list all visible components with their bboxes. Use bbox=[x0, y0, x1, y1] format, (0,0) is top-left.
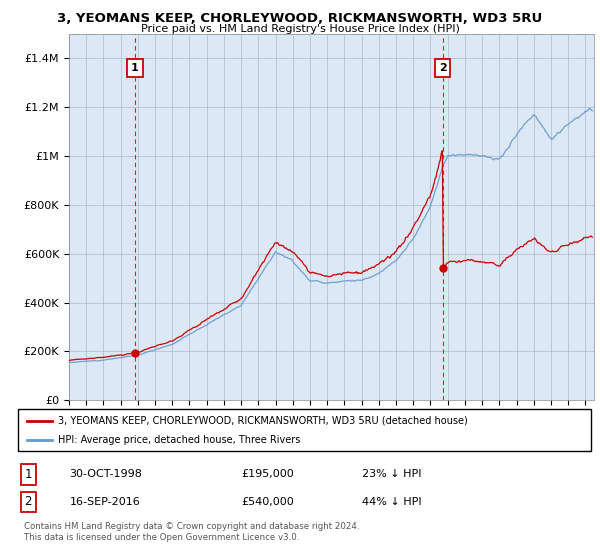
Text: 23% ↓ HPI: 23% ↓ HPI bbox=[362, 469, 421, 479]
Text: Price paid vs. HM Land Registry's House Price Index (HPI): Price paid vs. HM Land Registry's House … bbox=[140, 24, 460, 34]
Text: 44% ↓ HPI: 44% ↓ HPI bbox=[362, 497, 421, 507]
Text: 30-OCT-1998: 30-OCT-1998 bbox=[70, 469, 142, 479]
Text: 16-SEP-2016: 16-SEP-2016 bbox=[70, 497, 140, 507]
FancyBboxPatch shape bbox=[18, 409, 591, 451]
Text: £195,000: £195,000 bbox=[241, 469, 294, 479]
Text: Contains HM Land Registry data © Crown copyright and database right 2024.
This d: Contains HM Land Registry data © Crown c… bbox=[24, 522, 359, 542]
Text: 3, YEOMANS KEEP, CHORLEYWOOD, RICKMANSWORTH, WD3 5RU: 3, YEOMANS KEEP, CHORLEYWOOD, RICKMANSWO… bbox=[58, 12, 542, 25]
Text: 1: 1 bbox=[25, 468, 32, 481]
Text: HPI: Average price, detached house, Three Rivers: HPI: Average price, detached house, Thre… bbox=[58, 435, 301, 445]
Text: £540,000: £540,000 bbox=[241, 497, 294, 507]
Text: 2: 2 bbox=[439, 63, 446, 73]
Text: 1: 1 bbox=[131, 63, 139, 73]
Text: 2: 2 bbox=[25, 496, 32, 508]
Text: 3, YEOMANS KEEP, CHORLEYWOOD, RICKMANSWORTH, WD3 5RU (detached house): 3, YEOMANS KEEP, CHORLEYWOOD, RICKMANSWO… bbox=[58, 416, 468, 426]
